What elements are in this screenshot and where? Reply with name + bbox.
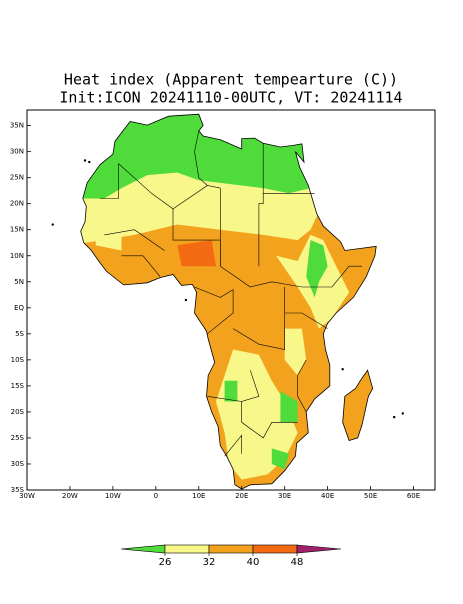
field-zone (177, 240, 216, 267)
colorbar-segment (164, 544, 210, 554)
country-border (258, 143, 264, 267)
field-zone (224, 380, 238, 402)
y-tick-label: 20N (10, 200, 24, 208)
colorbar-label: 26 (159, 557, 172, 568)
x-tick-label: 20W (62, 492, 78, 500)
y-tick-label: EQ (14, 304, 24, 312)
y-tick-label: 20S (11, 408, 25, 416)
x-tick-label: 50E (364, 492, 377, 500)
map-area (51, 113, 404, 490)
y-tick-label: 10N (10, 252, 24, 260)
country-border (100, 163, 119, 199)
field-zone (306, 240, 328, 298)
country-border (232, 312, 328, 350)
x-tick-label: 30E (278, 492, 291, 500)
colorbar-label: 32 (203, 557, 216, 568)
field-zone (95, 224, 122, 251)
country-border (194, 130, 208, 186)
map-fields (80, 114, 377, 489)
colorbar-label: 40 (247, 557, 260, 568)
coastline (80, 113, 377, 490)
y-tick-label: 5N (14, 278, 24, 286)
island (401, 412, 404, 415)
country-border (241, 370, 298, 439)
colorbar-segment (296, 544, 342, 554)
colorbar-segment (208, 544, 254, 554)
y-tick-label: 35S (11, 486, 25, 494)
y-tick-label: 25S (11, 434, 25, 442)
country-border (104, 229, 165, 251)
map-title: Heat index (Apparent tempearture (C)) (64, 71, 398, 89)
island (341, 368, 344, 371)
country-border (207, 396, 242, 402)
x-tick-label: 20E (235, 492, 248, 500)
colorbar-segment (252, 544, 298, 554)
island (83, 159, 87, 162)
island (51, 223, 54, 226)
y-tick-label: 5S (15, 330, 24, 338)
y-tick-label: 35N (10, 122, 24, 130)
country-border (297, 359, 307, 413)
colorbar-segment (120, 544, 166, 554)
colorbar: 26 32 40 48 (120, 544, 342, 568)
x-tick-label: 10W (105, 492, 121, 500)
country-border (121, 255, 161, 277)
x-tick-label: 30W (19, 492, 35, 500)
map-frame (26, 109, 436, 491)
x-tick-label: 60E (407, 492, 420, 500)
colorbar-label: 48 (291, 557, 304, 568)
y-tick-label: 15N (10, 226, 24, 234)
country-border (194, 286, 234, 335)
x-tick-label: 10E (192, 492, 205, 500)
field-zone (271, 448, 289, 470)
country-border (224, 434, 242, 457)
field-zone (280, 391, 298, 423)
field-zone (134, 156, 173, 170)
country-border (220, 188, 302, 288)
x-tick-label: 40E (321, 492, 334, 500)
map-subtitle: Init:ICON 20241110-00UTC, VT: 20241114 (59, 89, 402, 107)
island (88, 160, 91, 164)
x-tick-label: 0 (154, 492, 158, 500)
country-border (301, 265, 362, 288)
y-tick-label: 30S (11, 460, 25, 468)
y-tick-label: 25N (10, 174, 24, 182)
field-zone (284, 328, 307, 376)
island (393, 415, 396, 419)
y-tick-label: 15S (11, 382, 25, 390)
y-tick-label: 30N (10, 148, 24, 156)
y-tick-label: 10S (11, 356, 25, 364)
island (184, 298, 188, 302)
